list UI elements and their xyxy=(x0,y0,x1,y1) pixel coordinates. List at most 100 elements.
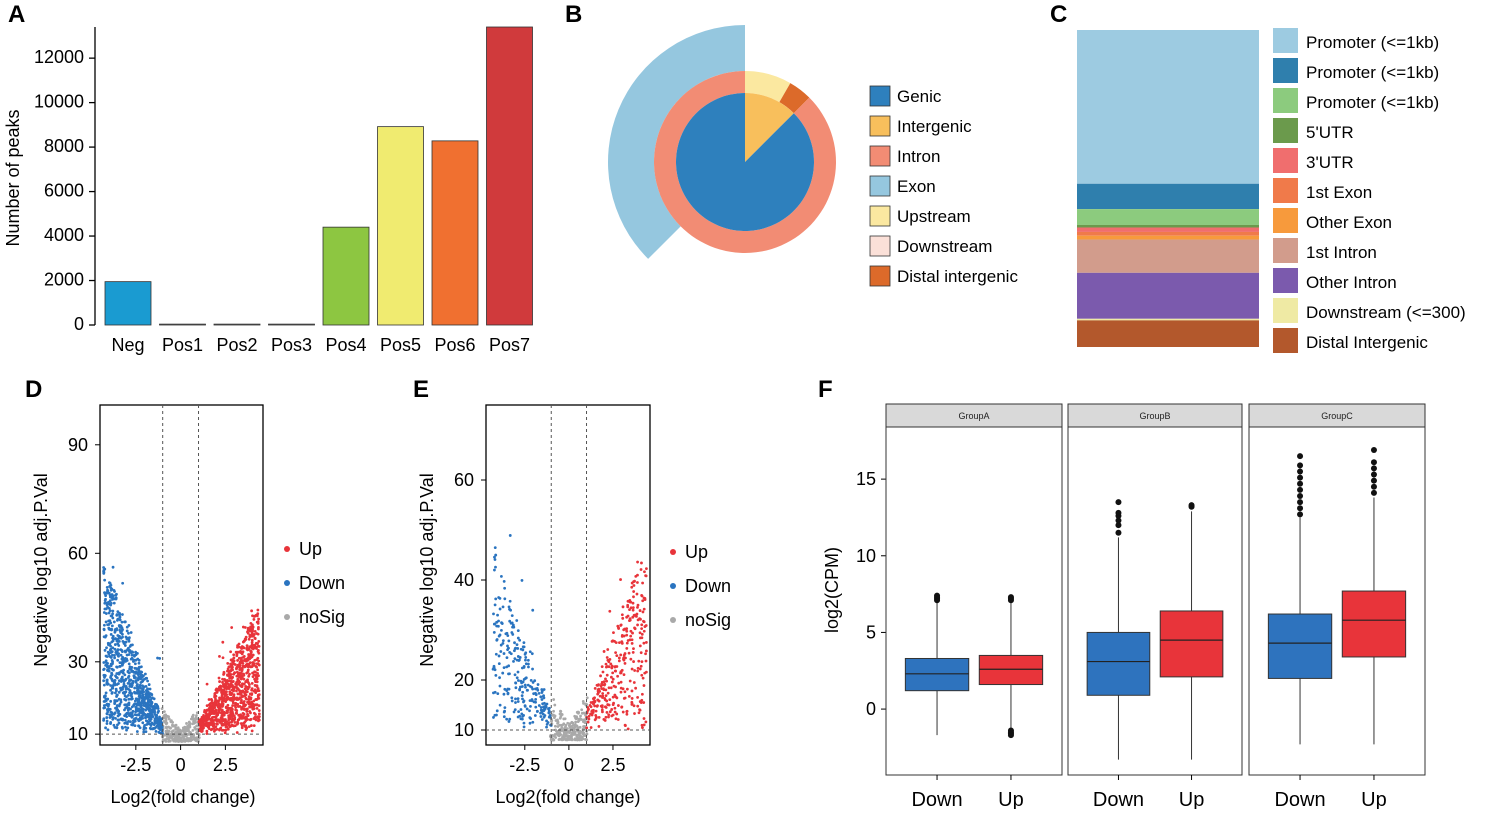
c-legend-swatch-3 xyxy=(1273,118,1298,143)
up-point xyxy=(636,623,639,627)
down-point xyxy=(115,693,119,697)
up-point xyxy=(610,666,614,670)
down-point xyxy=(508,599,512,603)
down-point xyxy=(155,713,159,717)
down-point xyxy=(102,570,106,574)
noSig-point xyxy=(583,737,587,741)
down-point xyxy=(111,717,115,721)
noSig-point xyxy=(554,728,557,732)
up-point xyxy=(229,724,233,728)
up-point xyxy=(616,624,620,628)
up-point xyxy=(606,648,610,651)
up-point xyxy=(221,677,224,681)
noSig-point xyxy=(552,716,556,719)
c-legend-label-10: Distal Intergenic xyxy=(1306,333,1428,352)
up-point xyxy=(250,687,254,691)
up-point xyxy=(590,710,594,713)
noSig-point xyxy=(583,719,587,723)
up-point xyxy=(206,718,210,721)
down-point xyxy=(130,670,134,673)
down-point xyxy=(523,683,527,687)
down-point xyxy=(524,658,527,662)
up-point xyxy=(240,698,243,702)
up-point xyxy=(252,711,256,715)
up-point xyxy=(218,727,222,731)
up-point xyxy=(256,668,259,672)
down-point xyxy=(116,610,120,614)
up-point xyxy=(251,671,254,675)
up-point xyxy=(245,644,249,648)
up-point xyxy=(612,631,615,635)
up-point xyxy=(198,723,202,727)
up-point xyxy=(606,665,609,668)
down-point xyxy=(516,629,520,633)
up-point xyxy=(601,710,604,714)
noSig-point xyxy=(571,727,575,730)
down-point xyxy=(111,634,115,638)
down-point xyxy=(502,666,506,669)
panel-label-f: F xyxy=(818,376,833,403)
down-point xyxy=(156,656,159,660)
up-point xyxy=(642,629,646,633)
c-legend-label-8: Other Intron xyxy=(1306,273,1397,292)
noSig-point xyxy=(567,738,571,742)
down-point xyxy=(116,714,120,718)
up-point xyxy=(238,689,241,692)
up-point xyxy=(626,639,630,642)
down-point xyxy=(129,643,133,647)
up-point xyxy=(246,707,249,711)
up-point xyxy=(244,658,248,661)
down-point xyxy=(498,607,502,611)
down-point xyxy=(547,706,551,710)
up-point xyxy=(224,682,228,686)
up-point xyxy=(226,686,229,689)
up-point xyxy=(602,650,606,653)
up-point xyxy=(238,714,242,718)
f-outlier xyxy=(1370,489,1377,496)
up-point xyxy=(257,712,261,716)
down-point xyxy=(507,605,511,609)
down-point xyxy=(522,699,526,703)
up-point xyxy=(628,608,631,611)
up-point xyxy=(241,716,245,720)
down-point xyxy=(140,716,144,720)
up-point xyxy=(620,641,624,645)
up-point xyxy=(256,627,260,631)
up-point xyxy=(241,664,245,668)
down-point xyxy=(126,669,130,673)
noSig-point xyxy=(566,721,570,725)
down-point xyxy=(147,705,151,709)
down-point xyxy=(493,555,496,559)
down-point xyxy=(528,721,532,725)
up-point xyxy=(638,667,642,671)
up-point xyxy=(207,698,211,701)
down-point xyxy=(156,721,160,725)
down-point xyxy=(143,672,147,676)
down-point xyxy=(514,701,517,704)
up-point xyxy=(247,653,250,656)
up-point xyxy=(616,674,620,678)
up-point xyxy=(231,719,234,723)
panelD-legend-dot-up xyxy=(284,546,290,552)
up-point xyxy=(229,693,233,697)
down-point xyxy=(498,684,502,688)
up-point xyxy=(209,709,212,712)
b-legend-label-upstream: Upstream xyxy=(897,207,971,226)
down-point xyxy=(540,698,544,701)
noSig-point xyxy=(576,711,580,715)
b-legend-label-downstream: Downstream xyxy=(897,237,992,256)
down-point xyxy=(117,682,120,685)
up-point xyxy=(636,603,640,607)
down-point xyxy=(117,652,121,656)
noSig-point xyxy=(571,721,575,725)
f-outlier xyxy=(1297,505,1304,512)
f-box-groupb-up xyxy=(1159,610,1224,678)
panelD-x-tick-label: -2.5 xyxy=(120,755,151,775)
up-point xyxy=(197,720,201,724)
down-point xyxy=(109,633,113,636)
down-point xyxy=(503,706,507,710)
up-point xyxy=(249,711,252,715)
down-point xyxy=(117,672,121,676)
down-point xyxy=(109,651,113,654)
e-y-label: Negative log10 adj.P.Val xyxy=(417,473,437,666)
